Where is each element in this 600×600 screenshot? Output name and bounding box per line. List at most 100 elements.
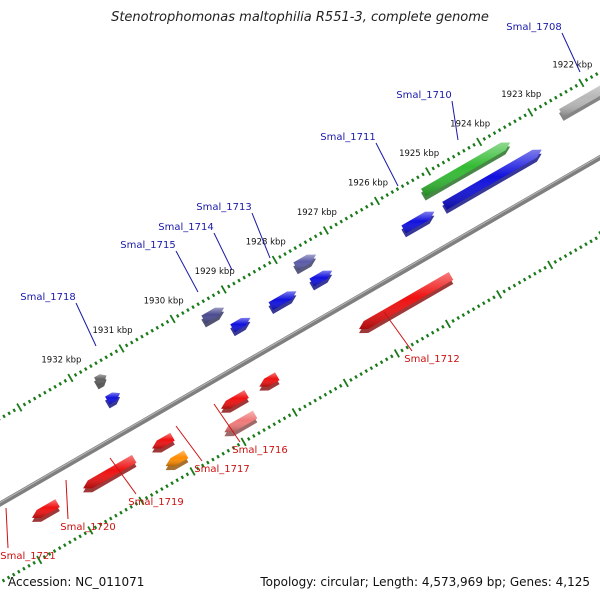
reverse-tick-mark [109,516,113,521]
reverse-tick-mark [496,290,503,299]
forward-tick-mark [99,358,103,363]
forward-tick-mark [497,128,502,133]
reverse-tick-mark [231,445,236,450]
reverse-tick-mark [236,442,241,447]
gene-label[interactable]: Smal_1708 [506,22,561,33]
forward-tick-mark [441,160,446,165]
gene-f_1928_lane1[interactable] [309,270,333,291]
gene-label[interactable]: Smal_1714 [158,222,213,233]
forward-tick-mark [94,361,98,366]
reverse-tick-mark [287,413,292,418]
reverse-tick-mark [342,378,349,388]
reverse-tick-mark [226,448,231,453]
gene-label-leader [109,457,137,495]
gene-arrow-shade [165,450,189,467]
reverse-tick-mark [430,330,435,335]
gene-Smal_1715[interactable] [201,307,225,328]
gene-Smal_1712[interactable] [359,272,454,334]
gene-Smal_1711[interactable] [401,211,435,238]
gene-label[interactable]: Smal_1718 [20,292,75,303]
gene-Smal_1714[interactable] [230,317,251,337]
reverse-tick-mark [384,357,389,362]
forward-tick-mark [421,172,425,177]
reverse-tick-mark [87,526,94,535]
forward-tick-mark [380,196,384,200]
gene-Smal_1708[interactable] [559,81,600,121]
gene-label[interactable]: Smal_1711 [320,132,375,143]
tick-label: 1922 kbp [552,60,592,70]
forward-tick-mark [322,226,329,235]
gene-Smal_1718[interactable] [94,374,107,390]
reverse-tick-mark [47,552,52,556]
gene-Smal_1716[interactable] [259,372,280,391]
forward-tick-mark [16,403,23,412]
forward-tick-mark [237,278,241,283]
gene-Smal_1713[interactable] [293,254,317,275]
reverse-tick-mark [63,543,67,548]
reverse-tick-mark [98,522,103,527]
reverse-tick-mark [436,327,440,332]
gene-Smal_1710[interactable] [421,142,511,201]
gene-Smal_1717[interactable] [224,410,258,437]
forward-tick-mark [436,163,441,168]
gene-arrow-shade [309,270,333,287]
gene-label[interactable]: Smal_1720 [60,522,115,533]
gene-label[interactable]: Smal_1721 [0,551,55,562]
forward-tick-mark [211,293,216,298]
forward-tick-mark [569,86,573,91]
reverse-tick-mark [558,257,563,261]
forward-tick-mark [543,101,548,106]
gene-f_1928_lane1b[interactable] [268,291,297,314]
gene-r_1931_lane2[interactable] [165,450,189,471]
reverse-tick-mark [36,555,43,565]
gene-label-leader [65,479,69,520]
forward-tick-mark [165,319,170,324]
reverse-tick-mark [185,472,190,477]
forward-tick-mark [181,311,185,315]
gene-label[interactable]: Smal_1710 [396,90,451,101]
forward-tick-mark [160,322,165,327]
gene-Smal_1721[interactable] [32,499,60,522]
forward-tick-mark [533,107,538,112]
reverse-tick-mark [291,408,298,417]
gene-label-leader [213,403,241,443]
reverse-tick-mark [393,349,400,358]
forward-tick-mark [487,134,492,138]
reverse-tick-mark [83,531,87,536]
forward-tick-mark [216,290,221,295]
gene-Smal_1719[interactable] [152,432,175,453]
reverse-tick-mark [333,386,338,391]
reverse-tick-mark [573,248,578,253]
reverse-tick-mark [547,260,554,270]
gene-label[interactable]: Smal_1716 [232,445,287,456]
gene-label[interactable]: Smal_1715 [120,240,175,251]
gene-r_1930_lane1[interactable] [221,390,249,413]
accession-text: Accession: NC_011071 [8,575,145,589]
tick-label: 1927 kbp [297,208,337,218]
reverse-tick-mark [522,277,527,282]
gene-Smal_1720[interactable] [83,454,137,493]
reverse-tick-mark [272,422,277,427]
gene-label[interactable]: Smal_1712 [404,354,459,365]
forward-tick-mark [523,113,527,118]
reverse-tick-mark [328,389,333,394]
gene-f_1924_lane1[interactable] [442,149,542,214]
gene-label[interactable]: Smal_1713 [196,202,251,213]
forward-tick-mark [2,414,6,419]
forward-tick-mark [349,213,354,218]
tick-label: 1929 kbp [195,267,235,277]
forward-tick-mark [548,98,553,103]
forward-tick-mark [140,334,144,339]
forward-tick-mark [32,396,37,401]
forward-tick-mark [594,72,599,77]
gene-arrow-shade [230,317,251,333]
gene-label[interactable]: Smal_1717 [194,464,249,475]
reverse-tick-mark [364,369,369,374]
reverse-tick-mark [410,342,414,347]
gene-f_1932_lane1[interactable] [105,392,121,409]
gene-arrow-shade [401,211,435,234]
gene-label[interactable]: Smal_1719 [128,497,183,508]
reverse-tick-mark [492,295,496,300]
forward-tick-mark [476,137,483,147]
